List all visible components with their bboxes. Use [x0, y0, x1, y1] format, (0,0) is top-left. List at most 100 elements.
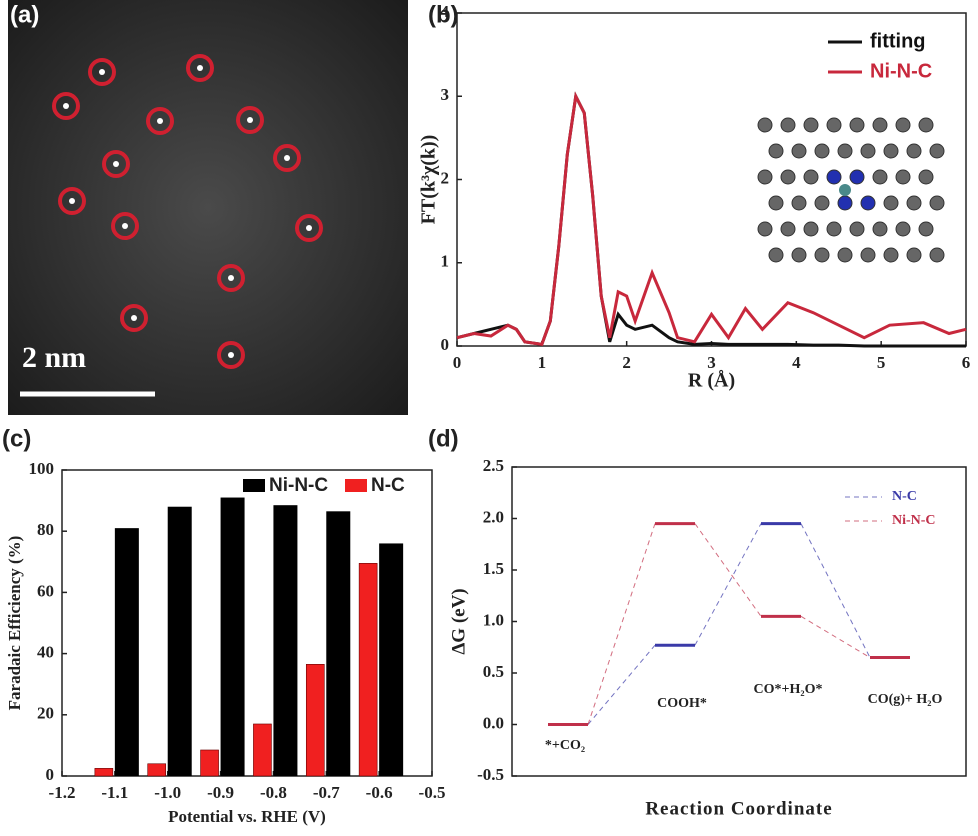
inset-atom — [814, 247, 830, 263]
bar — [305, 664, 325, 777]
inset-atom — [918, 169, 934, 185]
inset-atom — [803, 169, 819, 185]
inset-atom — [768, 143, 784, 159]
inset-atom — [906, 195, 922, 211]
inset-atom — [849, 169, 865, 185]
inset-atom — [918, 117, 934, 133]
inset-atom — [837, 143, 853, 159]
legend-label: N-C — [892, 489, 917, 504]
atom-marker — [120, 304, 148, 332]
inset-atom — [780, 221, 796, 237]
atom — [197, 65, 203, 71]
connector — [694, 523, 762, 617]
inset-atom — [757, 221, 773, 237]
y-tick-label: 1 — [441, 252, 450, 271]
y-tick-label: 2 — [441, 168, 450, 187]
state-label: CO*+H₂O* — [754, 682, 823, 697]
inset-atom — [791, 247, 807, 263]
legend-label: Ni-N-C — [892, 513, 936, 528]
atom-marker — [52, 92, 80, 120]
connector — [587, 523, 656, 725]
atom-marker — [111, 212, 139, 240]
connector — [800, 523, 871, 658]
inset-atom — [814, 143, 830, 159]
y-axis-label: Faradaic Efficiency (%) — [5, 536, 24, 711]
x-tick-label: 0 — [453, 353, 462, 372]
x-tick-label: -1.1 — [101, 783, 128, 802]
inset-atom — [860, 247, 876, 263]
x-tick-label: -1.2 — [49, 783, 76, 802]
panel-label: (a) — [10, 1, 39, 28]
atom-marker — [236, 106, 264, 134]
y-tick-label: 1.5 — [483, 559, 504, 578]
data-line — [456, 91, 966, 348]
legend-swatch — [243, 479, 265, 492]
inset-atom — [906, 247, 922, 263]
inset-atom — [872, 117, 888, 133]
y-tick-label: 0 — [46, 765, 55, 784]
bar — [167, 506, 192, 776]
inset-atom — [918, 221, 934, 237]
atom-marker — [146, 107, 174, 135]
atom — [113, 161, 119, 167]
bar — [114, 528, 139, 776]
inset-atom — [780, 117, 796, 133]
y-tick-label: 3 — [441, 85, 450, 104]
y-tick-label: 1.0 — [483, 610, 504, 629]
scale-bar-label: 2 nm — [22, 341, 86, 374]
x-tick-label: 4 — [792, 353, 801, 372]
inset-atom — [780, 169, 796, 185]
atom-marker — [273, 144, 301, 172]
atom — [63, 103, 69, 109]
panel-label: (b) — [428, 1, 459, 28]
x-tick-label: 5 — [877, 353, 886, 372]
inset-atom — [849, 221, 865, 237]
y-axis-label: ΔG (eV) — [448, 588, 469, 654]
atom — [228, 352, 234, 358]
panel-label: (c) — [2, 425, 31, 452]
atom-marker — [88, 58, 116, 86]
y-tick-label: 100 — [29, 459, 55, 478]
inset-atom — [837, 195, 853, 211]
bar — [253, 723, 272, 777]
inset-atom — [803, 221, 819, 237]
inset-atom — [849, 117, 865, 133]
atom — [131, 315, 137, 321]
inset-atom — [860, 195, 876, 211]
atom — [157, 118, 163, 124]
inset-atom — [895, 221, 911, 237]
y-axis-label: FT(k³χ(k)) — [418, 135, 440, 225]
inset-atom — [768, 247, 784, 263]
data-line — [456, 91, 967, 346]
atom — [306, 225, 312, 231]
bar — [220, 497, 245, 776]
inset-atom — [929, 247, 945, 263]
x-tick-label: 2 — [622, 353, 631, 372]
inset-atom — [929, 143, 945, 159]
inset-atom — [791, 195, 807, 211]
legend-label: fitting — [870, 30, 926, 52]
y-tick-label: 2.5 — [483, 456, 504, 475]
bar — [273, 505, 298, 776]
inset-atom — [883, 247, 899, 263]
y-tick-label: 20 — [37, 704, 54, 723]
bar — [326, 511, 351, 776]
legend-label: N-C — [371, 475, 405, 496]
x-axis-label: Potential vs. RHE (V) — [168, 807, 326, 826]
inset-atom — [883, 143, 899, 159]
atom — [284, 155, 290, 161]
x-tick-label: -0.9 — [207, 783, 234, 802]
x-axis-label: R (Å) — [688, 369, 735, 392]
plot-frame — [61, 469, 433, 777]
atom — [69, 198, 75, 204]
inset-atom — [883, 195, 899, 211]
atom-marker — [186, 54, 214, 82]
inset-atom — [803, 117, 819, 133]
x-tick-label: -0.8 — [260, 783, 287, 802]
x-tick-label: -0.7 — [313, 783, 340, 802]
panel-label: (d) — [428, 425, 459, 452]
state-label: COOH* — [657, 696, 707, 711]
inset-atom — [895, 169, 911, 185]
inset-atom — [895, 117, 911, 133]
inset-atom — [826, 221, 842, 237]
